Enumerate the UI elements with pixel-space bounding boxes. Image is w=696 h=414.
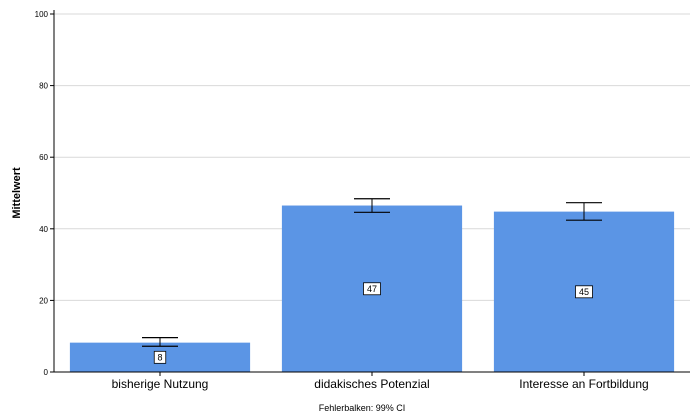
data-label-box — [153, 350, 167, 364]
data-label-box — [363, 282, 381, 296]
y-axis-label: Mittelwert — [11, 167, 23, 219]
footnote: Fehlerbalken: 99% CI — [319, 403, 406, 413]
data-labels: 8 47 45 — [153, 282, 593, 364]
data-label: 47 — [367, 284, 377, 294]
error-bars — [142, 198, 602, 347]
y-tick-label: 40 — [39, 225, 48, 234]
data-label-box — [575, 285, 593, 299]
x-tick-label: didakisches Potenzial — [314, 377, 429, 391]
y-tick-label: 20 — [39, 296, 48, 305]
x-tick-label: Interesse an Fortbildung — [519, 377, 648, 391]
y-tick-label: 60 — [39, 153, 48, 162]
y-tick-label: 80 — [39, 82, 48, 91]
y-tick-label: 100 — [35, 10, 49, 19]
x-tick-label: bisherige Nutzung — [112, 377, 209, 391]
y-tick-label: 0 — [44, 368, 49, 377]
axes: 0 20 40 60 80 100 bisherige Nutzung didakisches… — [35, 10, 690, 391]
data-label: 45 — [579, 287, 589, 297]
data-label: 8 — [157, 353, 162, 363]
